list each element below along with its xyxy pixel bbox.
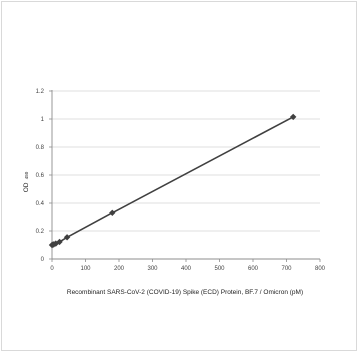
data-series xyxy=(48,113,297,249)
x-tick-label-6: 600 xyxy=(248,266,259,272)
y-tick-label-1: 0.2 xyxy=(36,229,45,235)
x-tick-label-5: 500 xyxy=(214,266,225,272)
axes xyxy=(49,90,321,262)
x-tick-label-2: 200 xyxy=(114,266,125,272)
x-tick-label-8: 800 xyxy=(315,266,326,272)
data-point-0-7 xyxy=(290,113,297,121)
x-tick-label-0: 0 xyxy=(50,266,54,272)
data-point-0-5 xyxy=(63,234,71,241)
y-tick-label-6: 1.2 xyxy=(36,89,45,95)
y-tick-label-5: 1 xyxy=(41,117,45,123)
x-tick-label-4: 400 xyxy=(181,266,192,272)
x-tick-label-3: 300 xyxy=(147,266,158,272)
gridlines xyxy=(52,90,320,232)
y-axis-title: OD 450 xyxy=(23,171,30,192)
data-point-0-4 xyxy=(56,238,63,246)
series-line-0 xyxy=(51,116,294,246)
y-tick-label-3: 0.6 xyxy=(36,173,45,179)
x-tick-label-7: 700 xyxy=(281,266,292,272)
tick-labels: 0 0.2 0.4 0.6 0.8 1 1.2 0 100 200 300 400 500 600 700 8… xyxy=(36,89,326,272)
y-axis-title-subscript: 450 xyxy=(24,171,29,179)
y-tick-label-0: 0 xyxy=(41,257,45,263)
data-point-0-6 xyxy=(109,209,116,216)
y-axis-title-main: OD xyxy=(23,182,30,192)
y-tick-label-2: 0.4 xyxy=(36,201,45,207)
x-axis-title: Recombinant SARS-CoV-2 (COVID-19) Spike … xyxy=(67,289,303,296)
x-tick-label-1: 100 xyxy=(80,266,91,272)
y-tick-label-4: 0.8 xyxy=(36,145,45,151)
